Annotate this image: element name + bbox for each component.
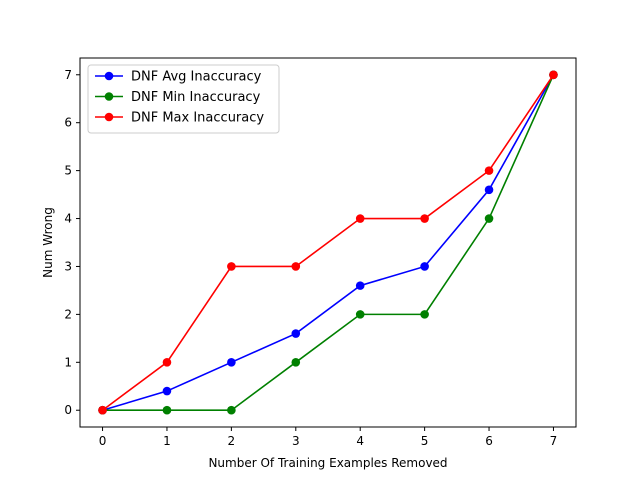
- y-tick-label: 5: [64, 164, 72, 178]
- data-point: [98, 405, 107, 415]
- data-point: [355, 214, 365, 223]
- data-point: [291, 358, 301, 367]
- legend-marker: [104, 71, 114, 81]
- series-2: [98, 70, 558, 415]
- y-axis-label: Num Wrong: [41, 207, 55, 278]
- y-tick-label: 0: [64, 403, 72, 417]
- data-point: [291, 262, 301, 271]
- data-point: [227, 358, 236, 367]
- data-point: [355, 310, 365, 319]
- x-tick-label: 0: [99, 434, 107, 448]
- y-tick-label: 4: [64, 212, 72, 226]
- legend-box: [87, 64, 280, 134]
- data-point: [549, 70, 558, 80]
- legend-label: DNF Min Inaccuracy: [131, 90, 261, 105]
- y-tick-label: 6: [64, 116, 72, 130]
- x-axis-ticks: 0 1 2 3 4 5 6 7: [99, 427, 558, 448]
- data-point: [227, 262, 236, 271]
- x-tick-label: 3: [292, 434, 300, 448]
- x-tick-label: 2: [228, 434, 236, 448]
- series-line: [102, 74, 555, 411]
- x-axis-label: Number Of Training Examples Removed: [208, 456, 447, 470]
- legend-label: DNF Max Inaccuracy: [131, 111, 264, 126]
- legend-marker: [104, 112, 114, 122]
- data-point: [484, 166, 494, 175]
- y-tick-label: 2: [64, 307, 72, 321]
- x-tick-label: 4: [356, 434, 364, 448]
- x-tick-label: 1: [163, 434, 171, 448]
- y-tick-label: 7: [64, 68, 72, 82]
- legend-marker: [104, 92, 114, 101]
- axes-frame: [79, 57, 577, 428]
- data-point: [162, 405, 172, 415]
- data-point: [227, 405, 236, 415]
- legend-entry: DNF Max Inaccuracy: [95, 111, 264, 126]
- y-tick-label: 3: [64, 259, 72, 273]
- plot-area: [98, 70, 558, 415]
- legend: DNF Avg Inaccuracy DNF Min Inaccuracy DNF …: [87, 64, 280, 134]
- y-axis-ticks: 0 1 2 3 4 5 6 7: [64, 68, 80, 417]
- data-point: [162, 358, 172, 367]
- legend-entry: DNF Min Inaccuracy: [95, 90, 261, 105]
- data-point: [484, 185, 494, 195]
- data-point: [162, 386, 172, 396]
- data-point: [420, 214, 429, 223]
- x-tick-label: 7: [550, 434, 558, 448]
- x-tick-label: 5: [421, 434, 429, 448]
- series-line: [102, 74, 555, 411]
- series-line: [102, 74, 555, 412]
- data-point: [355, 281, 365, 290]
- data-point: [420, 262, 429, 271]
- data-point: [291, 329, 301, 338]
- data-point: [484, 214, 494, 223]
- x-tick-label: 6: [485, 434, 493, 448]
- y-tick-label: 1: [64, 355, 72, 369]
- legend-label: DNF Avg Inaccuracy: [131, 70, 262, 85]
- legend-entry: DNF Avg Inaccuracy: [95, 70, 262, 85]
- data-point: [420, 310, 429, 319]
